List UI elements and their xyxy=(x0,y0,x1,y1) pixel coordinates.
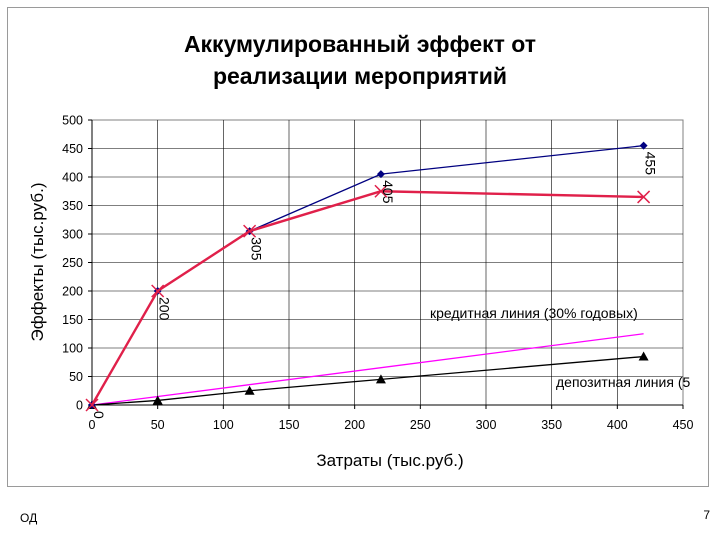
y-tick-label: 100 xyxy=(62,342,83,356)
x-tick-label: 150 xyxy=(279,418,300,432)
x-tick-label: 350 xyxy=(541,418,562,432)
y-axis-title: Эффекты (тыс.руб.) xyxy=(28,183,47,342)
series-label-deposit: депозитная линия (5 xyxy=(556,374,690,390)
x-tick-label: 450 xyxy=(673,418,694,432)
y-tick-label: 200 xyxy=(62,285,83,299)
page-number: 7 xyxy=(703,508,710,522)
series-1-marker xyxy=(151,284,165,298)
x-tick-label: 200 xyxy=(344,418,365,432)
series-label-credit: кредитная линия (30% годовых) xyxy=(430,305,638,321)
series-0-marker xyxy=(376,170,385,179)
y-tick-label: 150 xyxy=(62,313,83,327)
series-3-marker xyxy=(152,395,163,405)
y-tick-label: 50 xyxy=(69,370,83,384)
series-3-marker xyxy=(638,351,649,361)
series-1-marker xyxy=(374,184,388,198)
data-label: 0 xyxy=(91,411,107,419)
series-1-marker xyxy=(637,190,651,204)
y-tick-label: 400 xyxy=(62,171,83,185)
series-1-marker xyxy=(243,224,257,238)
y-tick-label: 350 xyxy=(62,199,83,213)
series-3-marker xyxy=(375,374,386,384)
chart-title-line: Аккумулированный эффект от xyxy=(184,31,536,57)
x-axis-title: Затраты (тыс.руб.) xyxy=(316,451,463,470)
y-tick-label: 250 xyxy=(62,256,83,270)
chart-title-line: реализации мероприятий xyxy=(213,63,507,89)
y-tick-label: 500 xyxy=(62,114,83,128)
footer-author: ОД xyxy=(20,511,38,525)
x-tick-label: 50 xyxy=(151,418,165,432)
x-tick-label: 0 xyxy=(89,418,96,432)
data-label: 405 xyxy=(380,180,396,204)
x-tick-label: 100 xyxy=(213,418,234,432)
x-tick-label: 300 xyxy=(476,418,497,432)
y-tick-label: 450 xyxy=(62,142,83,156)
data-label: 200 xyxy=(157,297,173,321)
data-label: 305 xyxy=(249,237,265,261)
y-tick-label: 0 xyxy=(76,399,83,413)
series-line-2 xyxy=(91,333,644,406)
series-3-marker xyxy=(244,385,255,395)
y-tick-label: 300 xyxy=(62,228,83,242)
x-tick-label: 250 xyxy=(410,418,431,432)
series-0-marker xyxy=(639,141,648,150)
data-label: 455 xyxy=(643,152,659,176)
x-tick-label: 400 xyxy=(607,418,628,432)
series-1-marker xyxy=(85,398,99,412)
